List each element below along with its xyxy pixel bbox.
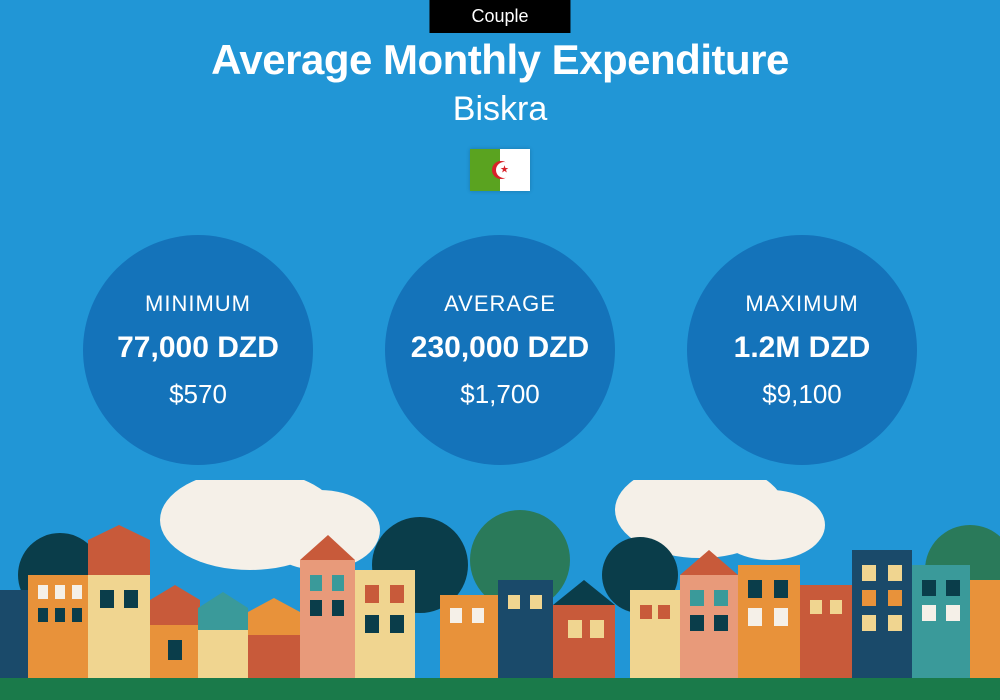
stat-value: 77,000 DZD [117, 331, 279, 365]
stats-row: MINIMUM 77,000 DZD $570 AVERAGE 230,000 … [0, 235, 1000, 465]
stat-label: AVERAGE [444, 291, 556, 317]
page-title: Average Monthly Expenditure [0, 36, 1000, 84]
tab-badge: Couple [429, 0, 570, 33]
stat-usd: $1,700 [460, 379, 540, 410]
stat-circle-minimum: MINIMUM 77,000 DZD $570 [83, 235, 313, 465]
city-name: Biskra [0, 90, 1000, 129]
stat-label: MAXIMUM [745, 291, 858, 317]
stat-circle-average: AVERAGE 230,000 DZD $1,700 [385, 235, 615, 465]
stat-value: 1.2M DZD [734, 331, 871, 365]
stat-usd: $9,100 [762, 379, 842, 410]
tab-label: Couple [471, 6, 528, 26]
algeria-flag-icon: ★ [470, 149, 530, 191]
stat-usd: $570 [169, 379, 227, 410]
cityscape-illustration [0, 480, 1000, 700]
flag-star-icon: ★ [500, 165, 509, 176]
stat-circle-maximum: MAXIMUM 1.2M DZD $9,100 [687, 235, 917, 465]
stat-value: 230,000 DZD [411, 331, 589, 365]
flag-white-half: ★ [500, 149, 530, 191]
stat-label: MINIMUM [145, 291, 251, 317]
